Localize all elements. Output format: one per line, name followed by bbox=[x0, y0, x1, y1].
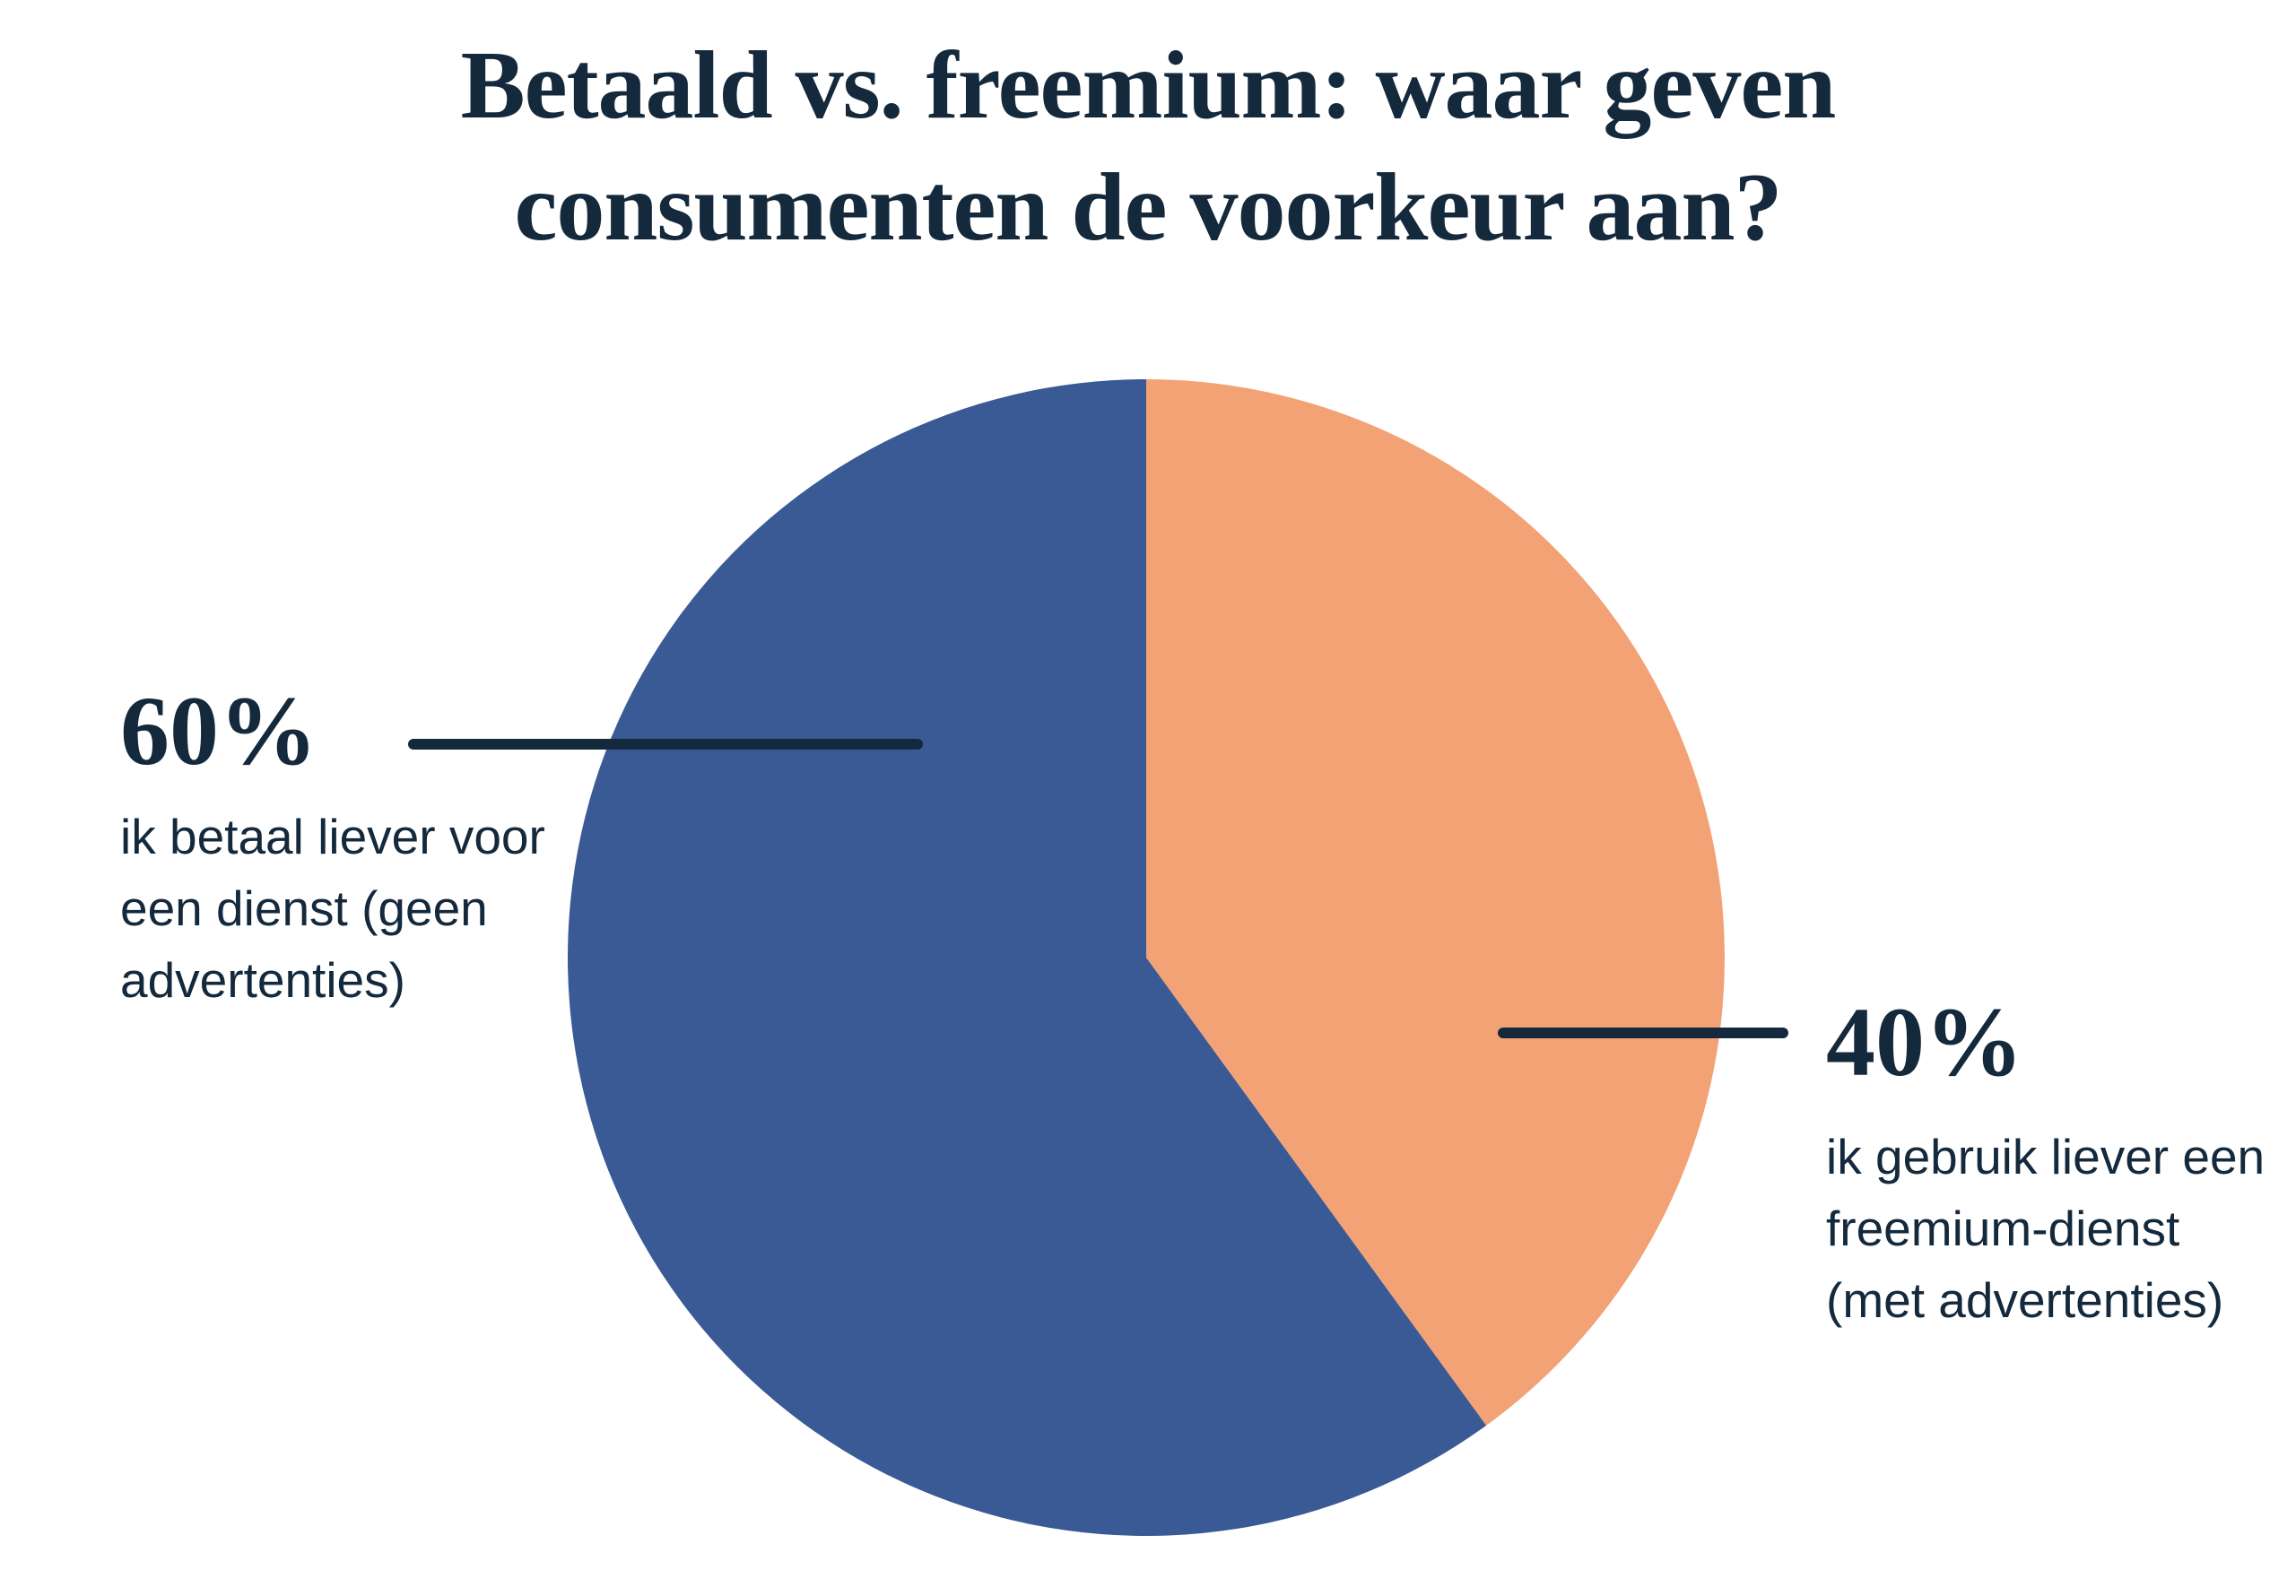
paid-leader-line bbox=[408, 739, 923, 750]
chart-title: Betaald vs. freemium: waar geven consume… bbox=[0, 25, 2296, 269]
paid-percentage-label: 60% bbox=[120, 676, 317, 785]
chart-title-line2: consumenten de voorkeur aan? bbox=[514, 154, 1782, 261]
pie-chart-svg bbox=[568, 379, 1725, 1536]
freemium-percentage-label: 40% bbox=[1826, 987, 2023, 1097]
chart-title-line1: Betaald vs. freemium: waar geven bbox=[460, 32, 1837, 139]
pie-slice-paid bbox=[568, 379, 1487, 1536]
paid-description-line1: ik betaal liever voor bbox=[120, 809, 545, 864]
paid-description-line3: advertenties) bbox=[120, 952, 405, 1008]
paid-description-line2: een dienst (geen bbox=[120, 880, 488, 936]
pie-chart bbox=[568, 379, 1725, 1536]
pie-slice-freemium bbox=[1146, 379, 1725, 1426]
paid-description: ik betaal liever voor een dienst (geen a… bbox=[120, 801, 545, 1016]
freemium-leader-line bbox=[1498, 1028, 1788, 1038]
freemium-description: ik gebruik liever een freemium-dienst (m… bbox=[1826, 1121, 2265, 1336]
freemium-description-line1: ik gebruik liever een bbox=[1826, 1129, 2266, 1184]
freemium-description-line3: (met advertenties) bbox=[1826, 1272, 2224, 1328]
freemium-description-line2: freemium-dienst bbox=[1826, 1201, 2180, 1256]
